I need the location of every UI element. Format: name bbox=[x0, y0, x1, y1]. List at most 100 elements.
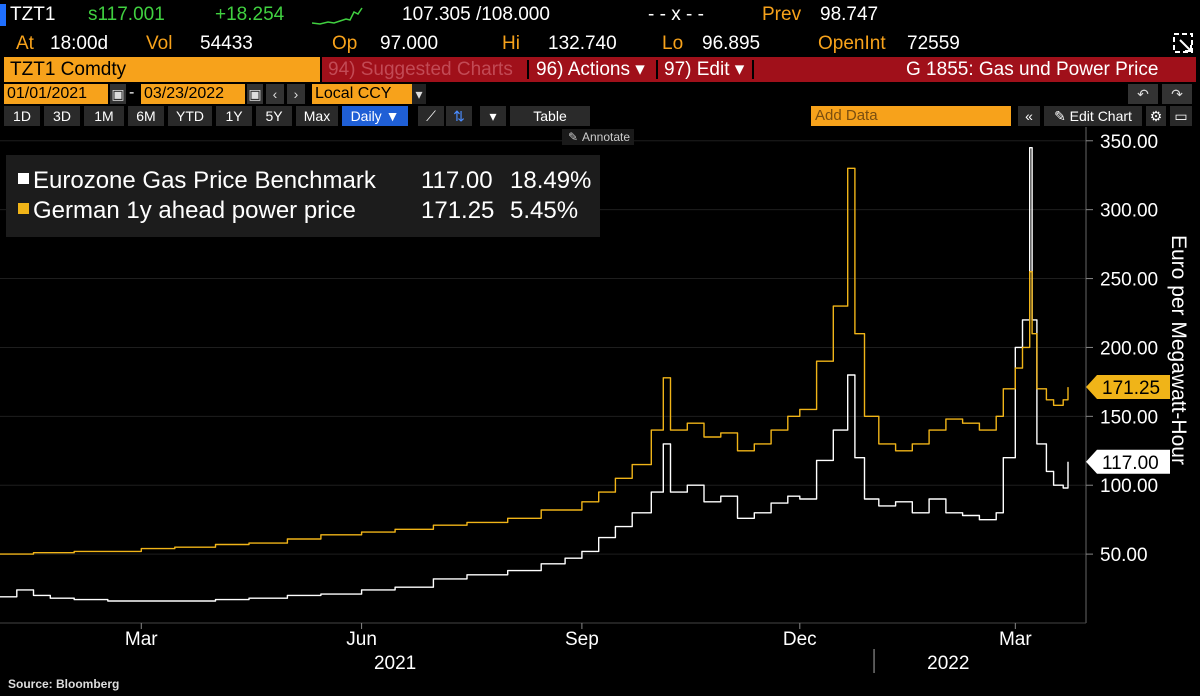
y-tick-labels: 50.00 100.00 150.00 200.00 250.00 300.00 350.0… bbox=[1086, 132, 1158, 566]
x-tick-label: Dec bbox=[783, 629, 817, 650]
period-max[interactable]: Max bbox=[296, 106, 338, 126]
ticker-marker bbox=[0, 4, 6, 26]
period-1d[interactable]: 1D bbox=[4, 106, 40, 126]
y-tick-label: 300.00 bbox=[1100, 201, 1158, 222]
x-tick-label: Mar bbox=[999, 629, 1032, 650]
period-ytd[interactable]: YTD bbox=[168, 106, 212, 126]
legend-item-gas: Eurozone Gas Price Benchmark 117.00 18.4… bbox=[18, 167, 591, 195]
svg-text:✎: ✎ bbox=[568, 130, 578, 144]
x-tick-label: Jun bbox=[346, 629, 377, 650]
openint-value: 72559 bbox=[907, 33, 960, 54]
quote-line-2: At 18:00d Vol 54433 Op 97.000 Hi 132.740… bbox=[0, 30, 1200, 57]
legend-power-name: German 1y ahead power price bbox=[33, 197, 356, 224]
price-change: +18.254 bbox=[215, 4, 285, 25]
collapse-icon[interactable]: « bbox=[1018, 106, 1040, 126]
x-year-label: 2021 bbox=[374, 653, 416, 674]
last-value-label: 171.25 bbox=[1102, 378, 1160, 399]
x-year-label: 2022 bbox=[927, 653, 969, 674]
last-value-labels: 171.25 117.00 bbox=[1086, 375, 1170, 474]
settings-icon[interactable]: ⚙ bbox=[1146, 106, 1166, 126]
y-tick-label: 150.00 bbox=[1100, 407, 1158, 428]
x-tick-labels: Mar Jun Sep Dec Mar 2021 2022 bbox=[125, 623, 1032, 674]
undo-icon[interactable]: ↶ bbox=[1128, 84, 1158, 104]
expand-window-icon[interactable] bbox=[1172, 32, 1196, 56]
trade-dashes: - - x - - bbox=[648, 4, 704, 25]
edit-chart-button[interactable]: ✎ Edit Chart bbox=[1044, 106, 1142, 126]
prev-value: 98.747 bbox=[820, 4, 879, 25]
bar-chart-icon[interactable]: ⇅ bbox=[446, 106, 472, 126]
legend-item-power: German 1y ahead power price 171.25 5.45% bbox=[18, 197, 578, 225]
bid-ask: 107.305 /108.000 bbox=[402, 4, 550, 25]
function-bar: 94) Suggested Charts 96) Actions ▾ 97) E… bbox=[322, 57, 1196, 82]
high-value: 132.740 bbox=[548, 33, 617, 54]
frequency-select[interactable]: Daily ▼ bbox=[342, 106, 408, 126]
series-line-power bbox=[0, 167, 1069, 555]
price-chart: 50.00 100.00 150.00 200.00 250.00 300.00 350.0… bbox=[0, 127, 1190, 674]
period-1m[interactable]: 1M bbox=[84, 106, 124, 126]
high-label: Hi bbox=[502, 33, 520, 54]
vol-value: 54433 bbox=[200, 33, 253, 54]
openint-label: OpenInt bbox=[818, 33, 886, 54]
low-value: 96.895 bbox=[702, 33, 761, 54]
last-value-label: 117.00 bbox=[1102, 453, 1159, 474]
period-5y[interactable]: 5Y bbox=[256, 106, 292, 126]
at-label: At bbox=[16, 33, 34, 54]
period-6m[interactable]: 6M bbox=[128, 106, 164, 126]
x-tick-label: Mar bbox=[125, 629, 158, 650]
end-date-input[interactable]: 03/23/2022 bbox=[141, 84, 245, 104]
legend-power-value: 171.25 bbox=[421, 197, 495, 224]
last-value-box bbox=[1086, 375, 1170, 400]
panel-icon[interactable]: ▭ bbox=[1170, 106, 1192, 126]
edit-menu[interactable]: 97) Edit ▾ bbox=[664, 59, 745, 80]
ticker-label: TZT1 bbox=[10, 4, 56, 25]
date-separator: - bbox=[129, 84, 135, 101]
prev-label: Prev bbox=[762, 4, 802, 25]
y-tick-label: 50.00 bbox=[1100, 545, 1148, 566]
end-calendar-icon[interactable]: ▣ bbox=[247, 84, 263, 104]
legend-swatch-power bbox=[18, 203, 29, 215]
annotate-button[interactable]: ✎ Annotate bbox=[562, 129, 634, 145]
table-button[interactable]: Table bbox=[510, 106, 590, 126]
low-label: Lo bbox=[662, 33, 684, 54]
add-data-input[interactable]: Add Data bbox=[811, 106, 1011, 126]
line-chart-icon[interactable]: ⟋ bbox=[418, 106, 444, 126]
legend-gas-change: 18.49% bbox=[510, 167, 592, 194]
period-3d[interactable]: 3D bbox=[44, 106, 80, 126]
open-value: 97.000 bbox=[380, 33, 439, 54]
x-tick-label: Sep bbox=[565, 629, 599, 650]
at-value: 18:00d bbox=[50, 33, 109, 54]
last-price: s117.001 bbox=[88, 4, 165, 25]
suggested-charts-button[interactable]: 94) Suggested Charts bbox=[328, 59, 513, 80]
start-calendar-icon[interactable]: ▣ bbox=[110, 84, 126, 104]
annotate-label: Annotate bbox=[582, 130, 630, 144]
y-tick-label: 250.00 bbox=[1100, 270, 1158, 291]
date-range-bar: 01/01/2021 ▣ - 03/23/2022 ▣ ‹ › Local CC… bbox=[0, 84, 1200, 105]
vol-label: Vol bbox=[146, 33, 173, 54]
quote-line-1: TZT1 s117.001 +18.254 107.305 /108.000 -… bbox=[0, 0, 1200, 30]
chart-title: G 1855: Gas und Power Price bbox=[906, 59, 1159, 80]
prev-period-button[interactable]: ‹ bbox=[266, 84, 284, 104]
currency-chevron-icon[interactable]: ▾ bbox=[412, 84, 426, 104]
series-line-gas bbox=[0, 147, 1069, 602]
security-field[interactable]: TZT1 Comdty bbox=[4, 57, 320, 82]
next-period-button[interactable]: › bbox=[287, 84, 305, 104]
legend-power-change: 5.45% bbox=[510, 197, 579, 224]
chart-type-chevron-icon[interactable]: ▾ bbox=[480, 106, 506, 126]
redo-icon[interactable]: ↷ bbox=[1162, 84, 1192, 104]
start-date-input[interactable]: 01/01/2021 bbox=[4, 84, 108, 104]
chart-legend: Eurozone Gas Price Benchmark 117.00 18.4… bbox=[6, 155, 600, 237]
actions-menu[interactable]: 96) Actions ▾ bbox=[536, 59, 645, 80]
currency-select[interactable]: Local CCY bbox=[312, 84, 412, 104]
series-lines bbox=[0, 147, 1069, 602]
legend-swatch-gas bbox=[18, 173, 29, 185]
y-tick-label: 350.00 bbox=[1100, 132, 1158, 153]
y-tick-label: 200.00 bbox=[1100, 338, 1158, 359]
y-tick-label: 100.00 bbox=[1100, 476, 1158, 497]
legend-gas-name: Eurozone Gas Price Benchmark bbox=[33, 167, 376, 194]
period-bar: 1D 3D 1M 6M YTD 1Y 5Y Max Daily ▼ ⟋ ⇅ ▾ … bbox=[0, 106, 1200, 127]
last-value-box bbox=[1086, 449, 1170, 474]
period-1y[interactable]: 1Y bbox=[216, 106, 252, 126]
y-axis-label: Euro per Megawatt-Hour bbox=[1167, 235, 1190, 465]
open-label: Op bbox=[332, 33, 358, 54]
legend-gas-value: 117.00 bbox=[421, 167, 493, 194]
